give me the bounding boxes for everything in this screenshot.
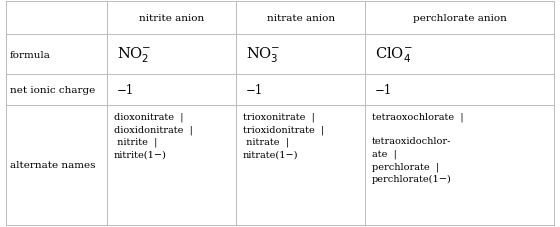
Text: trioxonitrate  |
trioxidonitrate  |
 nitrate  |
nitrate(1−): trioxonitrate | trioxidonitrate | nitrat… xyxy=(243,112,324,159)
Text: NO$_3^{-}$: NO$_3^{-}$ xyxy=(246,45,281,65)
Text: −1: −1 xyxy=(246,84,263,96)
Text: perchlorate anion: perchlorate anion xyxy=(413,14,507,23)
Text: −1: −1 xyxy=(117,84,134,96)
Text: tetraoxochlorate  |

tetraoxidochlor-
ate  |
perchlorate  |
perchlorate(1−): tetraoxochlorate | tetraoxidochlor- ate … xyxy=(372,112,464,183)
Text: dioxonitrate  |
dioxidonitrate  |
 nitrite  |
nitrite(1−): dioxonitrate | dioxidonitrate | nitrite … xyxy=(114,112,193,159)
Text: −1: −1 xyxy=(375,84,393,96)
Text: nitrate anion: nitrate anion xyxy=(267,14,335,23)
Text: formula: formula xyxy=(10,51,51,59)
Text: NO$_2^{-}$: NO$_2^{-}$ xyxy=(117,45,152,65)
Text: alternate names: alternate names xyxy=(10,160,96,170)
Text: nitrite anion: nitrite anion xyxy=(139,14,204,23)
Text: ClO$_4^{-}$: ClO$_4^{-}$ xyxy=(375,45,413,65)
Text: net ionic charge: net ionic charge xyxy=(10,86,95,94)
